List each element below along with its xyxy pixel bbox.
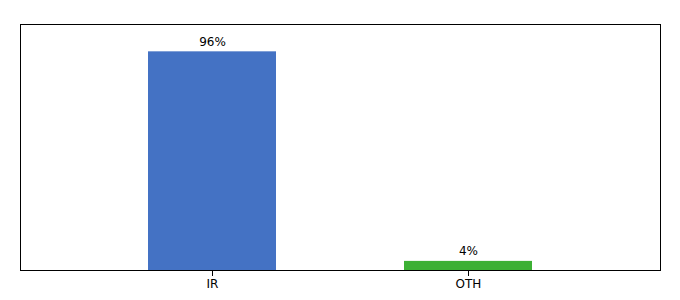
svg-text:4%: 4% [459, 244, 478, 258]
svg-text:OTH: OTH [456, 277, 482, 291]
svg-text:IR: IR [207, 277, 219, 291]
svg-text:96%: 96% [199, 35, 226, 49]
